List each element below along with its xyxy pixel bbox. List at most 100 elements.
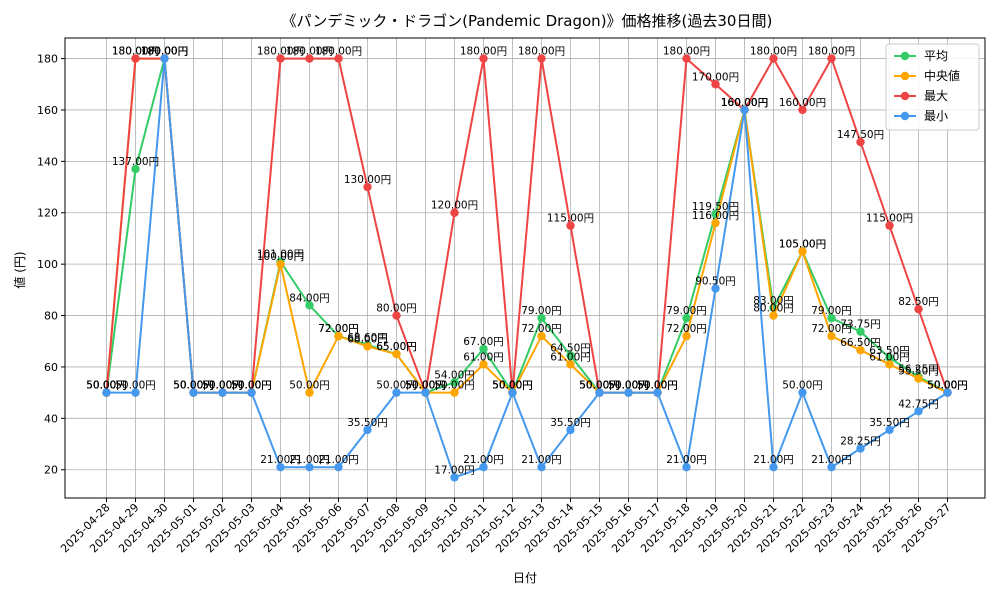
data-label: 50.00円 bbox=[376, 380, 417, 392]
data-label: 180.00円 bbox=[257, 46, 304, 58]
data-label: 105.00円 bbox=[779, 238, 826, 250]
data-label: 147.50円 bbox=[837, 129, 884, 141]
data-point bbox=[914, 374, 923, 383]
data-label: 50.00円 bbox=[637, 380, 678, 392]
data-label: 50.00円 bbox=[173, 380, 214, 392]
data-label: 50.00円 bbox=[608, 380, 649, 392]
data-label: 68.00円 bbox=[347, 333, 388, 345]
data-label: 50.00円 bbox=[231, 380, 272, 392]
data-point bbox=[479, 462, 488, 472]
data-label: 50.00円 bbox=[579, 380, 620, 392]
grid bbox=[65, 38, 985, 498]
data-point bbox=[537, 54, 546, 63]
data-label: 55.50円 bbox=[898, 366, 939, 378]
data-point bbox=[450, 378, 459, 387]
legend-entry: 最大 bbox=[924, 89, 948, 103]
data-label: 115.00円 bbox=[547, 213, 594, 225]
data-point bbox=[595, 388, 604, 397]
data-point bbox=[798, 247, 807, 256]
data-label: 50.00円 bbox=[173, 380, 214, 392]
data-label: 21.00円 bbox=[753, 454, 794, 466]
data-point bbox=[450, 388, 459, 397]
data-label: 50.00円 bbox=[231, 380, 272, 392]
data-label: 50.00円 bbox=[231, 380, 272, 392]
data-label: 21.00円 bbox=[260, 454, 301, 466]
data-label: 66.50円 bbox=[840, 337, 881, 349]
data-point bbox=[624, 388, 633, 397]
data-point bbox=[740, 105, 749, 115]
y-axis-label: 値 (円) bbox=[12, 251, 27, 288]
data-label: 50.00円 bbox=[782, 380, 823, 392]
data-point bbox=[827, 462, 836, 472]
data-point bbox=[827, 331, 836, 341]
x-axis-label: 日付 bbox=[513, 571, 537, 585]
data-point bbox=[827, 54, 836, 63]
data-label: 160.00円 bbox=[721, 97, 768, 109]
data-label: 50.00円 bbox=[637, 380, 678, 392]
data-label: 105.00円 bbox=[779, 238, 826, 250]
data-point bbox=[276, 259, 285, 269]
data-point bbox=[566, 425, 575, 435]
data-label: 67.00円 bbox=[463, 336, 504, 348]
data-point bbox=[566, 360, 575, 369]
data-label: 21.00円 bbox=[289, 454, 330, 466]
data-label: 115.00円 bbox=[866, 213, 913, 225]
data-label: 61.00円 bbox=[463, 351, 504, 363]
chart-title: 《パンデミック・ドラゴン(Pandemic Dragon)》価格推移(過去30日… bbox=[282, 12, 773, 30]
data-point bbox=[479, 54, 488, 63]
data-point bbox=[334, 54, 343, 63]
data-point bbox=[711, 218, 720, 228]
data-label: 180.00円 bbox=[663, 46, 710, 58]
data-label: 50.00円 bbox=[202, 380, 243, 392]
data-label: 180.00円 bbox=[750, 46, 797, 58]
data-label: 180.00円 bbox=[141, 46, 188, 58]
data-point bbox=[131, 388, 140, 397]
data-point bbox=[305, 462, 314, 472]
data-label: 72.00円 bbox=[318, 323, 359, 335]
legend-entry: 最小 bbox=[924, 109, 948, 123]
data-label: 50.00円 bbox=[579, 380, 620, 392]
data-label: 28.25円 bbox=[840, 436, 881, 448]
data-label: 90.50円 bbox=[695, 276, 736, 288]
data-label: 160.00円 bbox=[721, 97, 768, 109]
data-label: 61.00円 bbox=[869, 351, 910, 363]
data-label: 50.00円 bbox=[608, 380, 649, 392]
data-label: 180.00円 bbox=[808, 46, 855, 58]
data-label: 21.00円 bbox=[463, 454, 504, 466]
y-tick-label: 140 bbox=[37, 155, 58, 168]
data-label: 79.00円 bbox=[666, 305, 707, 317]
data-label: 100.00円 bbox=[257, 251, 304, 263]
data-label: 180.00円 bbox=[141, 46, 188, 58]
data-label: 50.00円 bbox=[231, 380, 272, 392]
data-point bbox=[479, 344, 488, 354]
data-label: 180.00円 bbox=[315, 46, 362, 58]
data-label: 80.00円 bbox=[753, 303, 794, 315]
data-label: 50.00円 bbox=[434, 380, 475, 392]
data-point bbox=[189, 388, 198, 397]
data-point bbox=[682, 462, 691, 472]
data-label: 21.00円 bbox=[811, 454, 852, 466]
legend-box bbox=[885, 43, 980, 131]
data-label: 160.00円 bbox=[721, 97, 768, 109]
data-label: 170.00円 bbox=[692, 71, 739, 83]
data-label: 50.00円 bbox=[405, 380, 446, 392]
data-label: 101.00円 bbox=[257, 249, 304, 261]
data-point bbox=[305, 388, 314, 397]
data-label: 64.50円 bbox=[550, 342, 591, 354]
data-label: 54.00円 bbox=[434, 369, 475, 381]
data-point bbox=[914, 304, 923, 314]
data-point bbox=[392, 349, 401, 359]
data-labels: 50.00円137.00円180.00円50.00円50.00円50.00円10… bbox=[86, 46, 968, 477]
data-label: 180.00円 bbox=[460, 46, 507, 58]
y-tick-label: 80 bbox=[44, 310, 58, 323]
data-label: 50.00円 bbox=[202, 380, 243, 392]
data-point bbox=[537, 331, 546, 341]
data-label: 180.00円 bbox=[141, 46, 188, 58]
data-label: 68.60円 bbox=[347, 332, 388, 344]
legend-marker bbox=[900, 51, 910, 61]
data-label: 120.00円 bbox=[431, 200, 478, 212]
data-point bbox=[885, 353, 894, 363]
data-point bbox=[334, 462, 343, 472]
data-label: 50.00円 bbox=[86, 380, 127, 392]
y-tick-label: 100 bbox=[37, 258, 58, 271]
